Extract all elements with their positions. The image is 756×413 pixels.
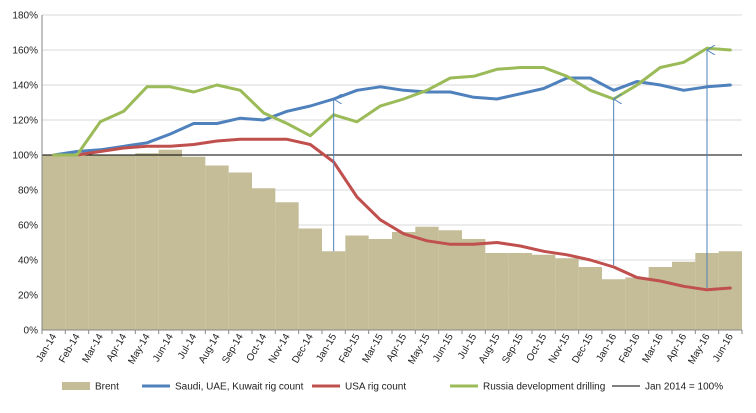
y-tick-label: 100% (12, 151, 38, 162)
x-tick-label: May-15 (406, 332, 432, 367)
brent-bar (298, 228, 322, 330)
x-tick-label: Jul-15 (456, 332, 479, 361)
brent-bar (438, 230, 462, 330)
x-tick-label: Jun-15 (431, 332, 456, 364)
x-tick-label: Oct-14 (245, 332, 270, 364)
x-tick-label: Oct-15 (525, 332, 550, 364)
x-tick-label: Dec-15 (570, 332, 596, 366)
brent-bar (88, 155, 112, 330)
y-tick-label: 160% (12, 46, 38, 57)
brent-bar (555, 258, 579, 330)
brent-bar (602, 279, 626, 330)
x-tick-label: Apr-16 (665, 332, 690, 364)
brent-bar (182, 156, 206, 330)
x-tick-label: Nov-14 (267, 332, 293, 366)
y-tick-label: 140% (12, 81, 38, 92)
brent-bar (695, 253, 719, 330)
x-tick-label: Jun-14 (151, 332, 176, 364)
brent-bars (42, 149, 742, 330)
brent-bar (718, 251, 742, 330)
usa-rig-count-line (52, 137, 732, 292)
x-tick-label: May-14 (126, 332, 152, 367)
brent-bar (205, 165, 229, 330)
x-tick-label: Sep-15 (500, 332, 526, 366)
brent-bar (65, 155, 89, 330)
brent-bar (368, 239, 392, 330)
y-tick-label: 20% (18, 291, 38, 302)
x-tick-label: Dec-14 (290, 332, 316, 366)
x-tick-label: Sep-14 (220, 332, 246, 366)
y-tick-label: 180% (12, 11, 38, 22)
legend-label: Brent (95, 382, 119, 393)
legend: Brent Saudi, UAE, Kuwait rig count USA rig… (62, 382, 723, 393)
brent-bar (415, 226, 439, 330)
brent-bar (578, 267, 602, 330)
x-tick-label: Jun-16 (711, 332, 736, 364)
brent-bar (252, 188, 276, 330)
brent-bar (625, 277, 649, 330)
x-tick-label: Mar-15 (361, 332, 387, 365)
x-tick-label: Feb-14 (57, 332, 83, 365)
brent-bar (322, 251, 346, 330)
y-tick-label: 40% (18, 256, 38, 267)
saudi-uae-kuwait-rig-count-line (52, 76, 732, 157)
legend-label: Saudi, UAE, Kuwait rig count (175, 382, 304, 393)
x-tick-label: May-16 (686, 332, 712, 367)
legend-label: Russia development drilling (483, 382, 605, 393)
brent-bar (508, 253, 532, 330)
legend-swatch-brent (62, 382, 90, 390)
brent-bar (112, 155, 136, 330)
y-tick-label: 0% (24, 326, 39, 337)
x-tick-label: Mar-14 (81, 332, 107, 365)
x-tick-label: Aug-14 (197, 332, 223, 366)
brent-bar (345, 235, 369, 330)
annotation-arrows (334, 50, 707, 288)
legend-label: Jan 2014 = 100% (645, 382, 723, 393)
brent-bar (158, 149, 182, 330)
brent-bar (648, 267, 672, 330)
x-tick-label: Apr-14 (105, 332, 130, 364)
x-tick-label: Jan-15 (314, 332, 339, 364)
brent-bar (42, 155, 66, 330)
y-tick-label: 60% (18, 221, 38, 232)
y-tick-label: 80% (18, 186, 38, 197)
brent-bar (275, 202, 299, 330)
brent-bar (485, 253, 509, 330)
brent-bar (135, 153, 159, 330)
brent-bar (392, 232, 416, 330)
x-tick-label: Aug-15 (477, 332, 503, 366)
brent-bar (462, 239, 486, 330)
brent-bar (672, 261, 696, 330)
x-tick-label: Feb-15 (337, 332, 363, 365)
x-tick-label: Feb-16 (617, 332, 643, 365)
legend-label: USA rig count (345, 382, 406, 393)
x-tick-label: Jan-16 (594, 332, 619, 364)
x-tick-label: Jul-14 (176, 332, 199, 361)
x-tick-label: Jan-14 (34, 332, 59, 364)
brent-bar (228, 172, 252, 330)
x-tick-label: Apr-15 (385, 332, 410, 364)
y-tick-label: 120% (12, 116, 38, 127)
brent-bar (532, 254, 556, 330)
x-tick-label: Nov-15 (547, 332, 573, 366)
x-tick-label: Mar-16 (641, 332, 667, 365)
